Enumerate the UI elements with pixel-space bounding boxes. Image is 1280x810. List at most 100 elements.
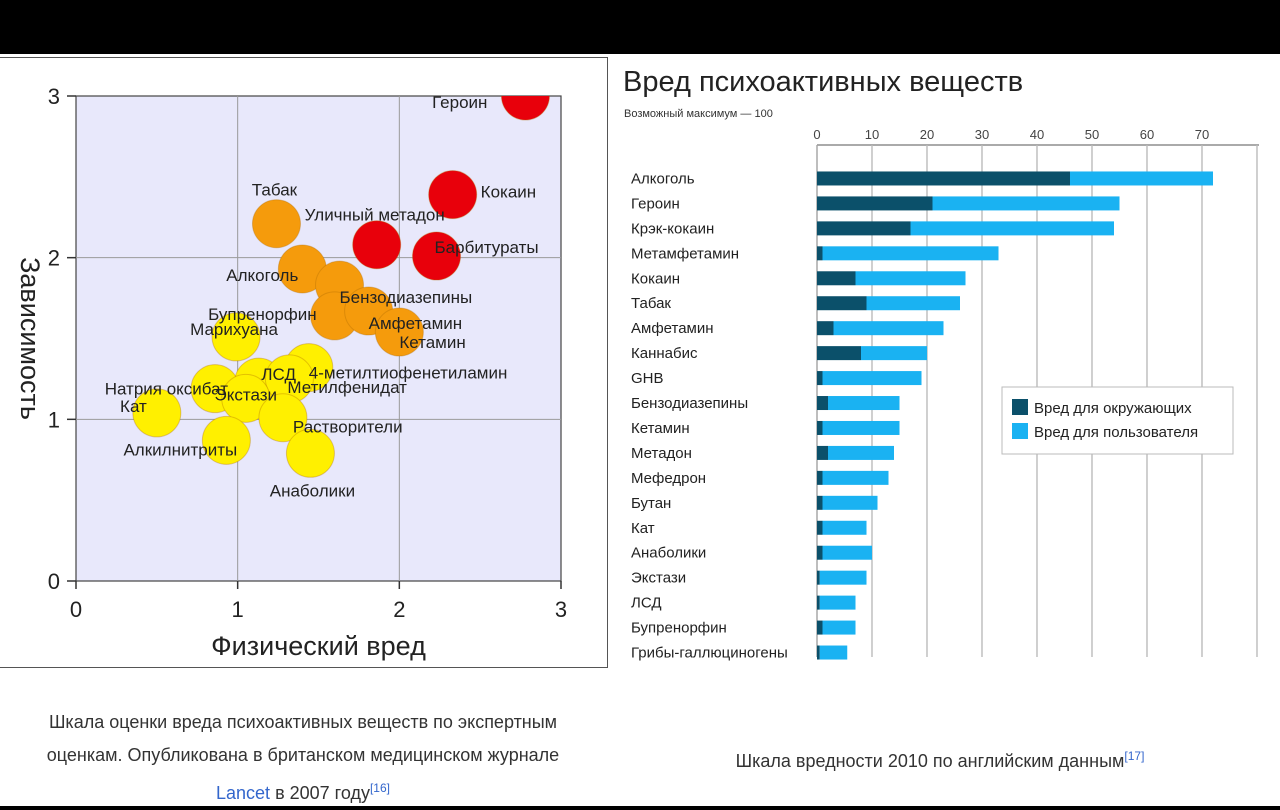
bar-figure: Вред психоактивных веществ Возможный макс…	[613, 57, 1267, 666]
point-label: Амфетамин	[369, 314, 463, 333]
bar-others	[817, 371, 823, 386]
legend: Вред для окружающих Вред для пользователя	[1001, 386, 1234, 455]
scatter-chart: 0 1 2 3 0 1 2 3 Физический вред Зависимость Героин…	[15, 84, 567, 661]
x-tick-label: 30	[975, 127, 989, 142]
x-tick-label: 10	[865, 127, 879, 142]
point-label: Героин	[432, 93, 487, 112]
bar-others	[817, 396, 828, 411]
right-caption: Шкала вредности 2010 по английским данны…	[620, 740, 1260, 778]
point-label: Экстази	[215, 385, 278, 404]
x-tick-label: 0	[70, 597, 82, 622]
bar-user	[932, 196, 1120, 211]
category-label: Кетамин	[631, 420, 690, 437]
point-label: Кетамин	[399, 333, 465, 352]
point-label: Кокаин	[481, 183, 537, 202]
bar-others	[817, 445, 828, 460]
bar-others	[817, 545, 823, 560]
scatter-point	[251, 199, 301, 249]
point-label: Марихуана	[190, 320, 278, 339]
category-label: Алкоголь	[631, 170, 695, 187]
bar-user	[828, 445, 894, 460]
category-label: Анаболики	[631, 545, 706, 562]
category-label: GHB	[631, 370, 664, 387]
point-label: Алкоголь	[226, 266, 298, 285]
ref-16-link[interactable]: [16]	[369, 781, 390, 795]
legend-box	[1001, 386, 1234, 455]
left-caption-tail: в 2007 году	[270, 783, 370, 803]
bar-user	[822, 495, 878, 510]
y-tick-label: 3	[48, 84, 60, 109]
bar-user	[822, 620, 856, 635]
point-label: Бензодиазепины	[340, 288, 473, 307]
page-content: 0 1 2 3 0 1 2 3 Физический вред Зависимость Героин…	[0, 54, 1280, 806]
category-label: ЛСД	[631, 595, 662, 612]
bar-user	[822, 520, 867, 535]
x-tick-label: 2	[393, 597, 405, 622]
bar-others	[817, 420, 823, 435]
scatter-point	[258, 393, 308, 443]
y-tick-label: 1	[48, 407, 60, 432]
ref-17-link[interactable]: [17]	[1124, 749, 1145, 763]
bar-user	[833, 321, 944, 336]
scatter-point	[285, 428, 335, 478]
left-caption: Шкала оценки вреда психоактивных веществ…	[0, 706, 606, 810]
category-label: Бензодиазепины	[631, 395, 748, 412]
bar-user	[861, 346, 927, 361]
legend-label-others: Вред для окружающих	[1034, 400, 1192, 417]
category-label: Бутан	[631, 495, 671, 512]
point-label: Бупренорфин	[208, 305, 317, 324]
scatter-point	[428, 170, 478, 220]
scatter-point	[201, 415, 251, 465]
point-label: Растворители	[293, 418, 403, 437]
scatter-point	[352, 220, 402, 270]
scatter-figure: 0 1 2 3 0 1 2 3 Физический вред Зависимость Героин…	[0, 57, 608, 668]
point-label: 4-метилтиофенетиламин	[309, 364, 508, 383]
bar-others	[817, 470, 823, 485]
bar-chart: Вред психоактивных веществ Возможный макс…	[623, 66, 1259, 662]
left-caption-line3: Lancet в 2007 году[16]	[0, 772, 606, 810]
scatter-point	[211, 312, 261, 362]
lancet-link[interactable]: Lancet	[216, 783, 271, 803]
category-label: Кокаин	[631, 270, 680, 287]
bar-others	[817, 520, 823, 535]
point-label: Натрия оксибат	[105, 380, 229, 399]
bar-user	[866, 296, 960, 311]
category-label: Табак	[631, 295, 671, 312]
scatter-point	[374, 307, 424, 357]
bar-user	[822, 371, 922, 386]
bar-others	[817, 321, 834, 336]
point-group	[132, 96, 550, 478]
bar-others	[817, 495, 823, 510]
bar-user	[855, 271, 966, 286]
bar-user	[822, 545, 872, 560]
category-label: Экстази	[631, 570, 686, 587]
category-label: Каннабис	[631, 345, 698, 362]
category-label: Метадон	[631, 445, 692, 462]
scatter-point	[412, 231, 462, 281]
category-label: Кат	[631, 520, 655, 537]
bar-user	[828, 396, 900, 411]
bar-chart-title: Вред психоактивных веществ	[623, 66, 1023, 98]
bar-others	[817, 246, 823, 261]
x-tick-label: 70	[1195, 127, 1209, 142]
x-axis-label: Физический вред	[211, 631, 426, 661]
point-label: Метилфенидат	[287, 378, 407, 397]
bar-others	[817, 645, 820, 660]
category-label: Бупренорфин	[631, 620, 727, 637]
point-label: ЛСД	[261, 365, 296, 384]
bar-user	[822, 470, 889, 485]
left-caption-line1: Шкала оценки вреда психоактивных веществ…	[48, 712, 558, 732]
legend-label-user: Вред для пользователя	[1034, 424, 1198, 441]
bar-others	[817, 271, 856, 286]
category-label: Грибы-галлюциногены	[631, 645, 788, 662]
bar-user	[819, 645, 848, 660]
bar-others	[817, 221, 911, 236]
legend-swatch-user	[1012, 423, 1028, 439]
point-label: Кат	[120, 397, 147, 416]
bar-user	[910, 221, 1114, 236]
category-label: Героин	[631, 195, 680, 212]
category-label: Амфетамин	[631, 320, 714, 337]
point-label: Табак	[252, 181, 298, 200]
bar-user	[822, 420, 900, 435]
point-label: Уличный метадон	[305, 206, 445, 225]
